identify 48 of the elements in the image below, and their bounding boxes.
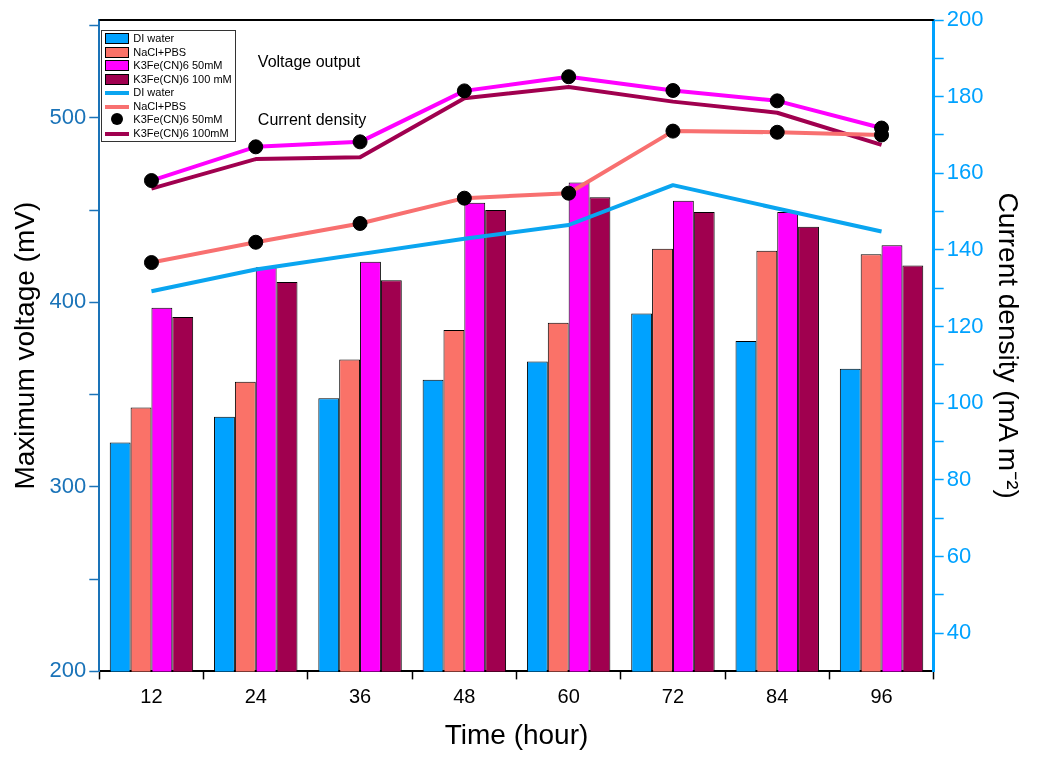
x-tick-label: 12 bbox=[140, 684, 163, 707]
x-tick-label: 96 bbox=[870, 684, 893, 707]
point bbox=[352, 134, 368, 150]
y2-tick-label: 160 bbox=[946, 159, 984, 185]
x-tick-label: 60 bbox=[557, 684, 580, 707]
legend-label: K3Fe(CN)6 100 mM bbox=[133, 72, 232, 86]
point bbox=[456, 83, 472, 99]
point bbox=[456, 190, 472, 206]
point bbox=[769, 93, 785, 109]
y2-tick-label: 200 bbox=[946, 6, 984, 32]
x-tick-label: 72 bbox=[661, 684, 685, 707]
y-tick-label: 200 bbox=[49, 657, 87, 683]
annotation: Current density bbox=[257, 111, 367, 129]
point bbox=[665, 123, 681, 139]
y2-tick-label: 120 bbox=[946, 312, 984, 338]
x-tick-label: 84 bbox=[766, 684, 789, 707]
x-tick-label: 24 bbox=[244, 684, 267, 707]
y2-tick-label: 140 bbox=[946, 235, 984, 261]
point bbox=[665, 83, 681, 98]
y-axis-title: Maximum voltage (mV) bbox=[8, 201, 40, 490]
y2-tick-label: 80 bbox=[946, 465, 972, 491]
legend-label: K3Fe(CN)6 50mM bbox=[133, 59, 223, 73]
x-axis-title: Time (hour) bbox=[444, 718, 589, 750]
x-tick-label: 36 bbox=[348, 684, 372, 707]
point bbox=[143, 255, 159, 271]
point bbox=[561, 69, 577, 85]
point bbox=[769, 124, 785, 140]
annotation: Voltage output bbox=[257, 53, 361, 71]
y2-axis-title: Current density (mA m⁻²) bbox=[993, 192, 1025, 499]
legend-label: NaCl+PBS bbox=[133, 45, 187, 59]
y2-tick-label: 60 bbox=[946, 542, 972, 568]
y-tick-label: 400 bbox=[49, 288, 87, 314]
legend-label: K3Fe(CN)6 50mM bbox=[133, 113, 223, 127]
y-tick-label: 500 bbox=[49, 103, 87, 129]
y2-tick-label: 180 bbox=[946, 82, 984, 108]
point bbox=[352, 215, 368, 231]
point bbox=[143, 173, 159, 189]
point bbox=[248, 139, 264, 155]
legend-label: DI water bbox=[133, 86, 175, 100]
x-tick-label: 48 bbox=[453, 684, 476, 707]
legend-label: DI water bbox=[133, 32, 175, 46]
point bbox=[248, 234, 264, 250]
point bbox=[561, 185, 577, 201]
legend-label: K3Fe(CN)6 100mM bbox=[133, 126, 229, 140]
y-tick-label: 300 bbox=[49, 472, 87, 498]
y2-tick-label: 100 bbox=[946, 389, 984, 415]
legend-label: NaCl+PBS bbox=[133, 99, 187, 113]
y2-tick-label: 40 bbox=[946, 619, 972, 645]
